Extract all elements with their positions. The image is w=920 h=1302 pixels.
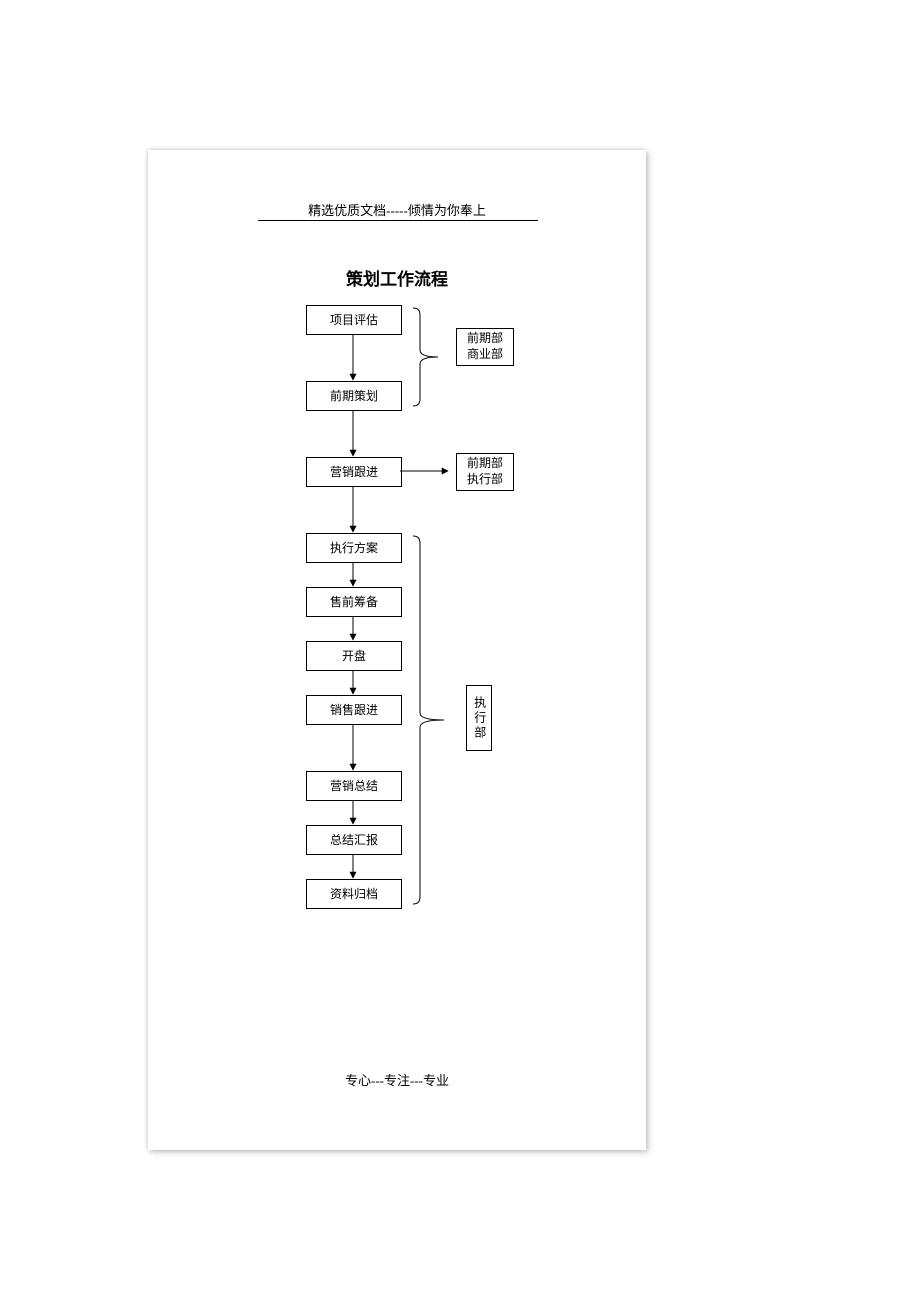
flow-node-n5: 售前筹备 [306, 587, 402, 617]
document-page: 精选优质文档-----倾情为你奉上 策划工作流程 项目评估前期策划营销跟进执行方… [148, 150, 646, 1150]
page-title: 策划工作流程 [148, 265, 646, 290]
flow-node-n6: 开盘 [306, 641, 402, 671]
flow-node-n7: 销售跟进 [306, 695, 402, 725]
flow-node-n9: 总结汇报 [306, 825, 402, 855]
page-footer: 专心---专注---专业 [148, 1070, 646, 1089]
flow-node-n1: 项目评估 [306, 305, 402, 335]
header-rule [258, 220, 538, 221]
flow-node-n4: 执行方案 [306, 533, 402, 563]
flow-node-n3: 营销跟进 [306, 457, 402, 487]
side-box-s2: 前期部执行部 [456, 453, 514, 491]
flow-node-n10: 资料归档 [306, 879, 402, 909]
side-box-s3: 执行部 [466, 685, 492, 751]
flow-node-n8: 营销总结 [306, 771, 402, 801]
side-box-s1: 前期部商业部 [456, 328, 514, 366]
flow-node-n2: 前期策划 [306, 381, 402, 411]
page-header: 精选优质文档-----倾情为你奉上 [148, 200, 646, 219]
